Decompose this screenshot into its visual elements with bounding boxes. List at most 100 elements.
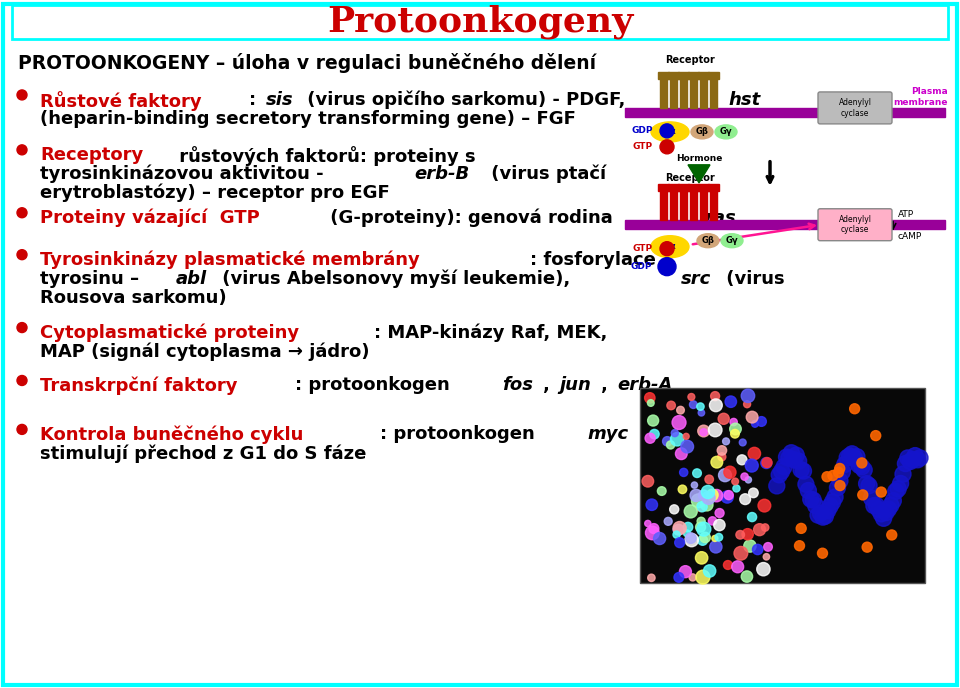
Circle shape [833, 467, 844, 477]
Circle shape [17, 208, 27, 217]
Circle shape [758, 499, 771, 512]
Text: abl: abl [176, 270, 207, 288]
Text: (virus: (virus [720, 270, 785, 288]
Circle shape [909, 452, 925, 468]
Circle shape [753, 544, 763, 555]
Circle shape [680, 469, 687, 477]
Circle shape [791, 453, 806, 469]
Circle shape [898, 455, 913, 471]
Bar [658, 184, 669, 191]
Circle shape [723, 438, 730, 444]
Circle shape [907, 448, 924, 464]
Circle shape [689, 574, 696, 581]
Text: (virus Abelsonovy myší leukemie),: (virus Abelsonovy myší leukemie), [216, 270, 577, 288]
Text: hst: hst [728, 91, 760, 109]
Circle shape [878, 504, 894, 521]
Circle shape [780, 450, 797, 466]
Circle shape [731, 429, 739, 438]
Circle shape [815, 509, 831, 525]
Circle shape [667, 401, 676, 409]
Circle shape [868, 497, 884, 513]
Circle shape [744, 400, 751, 408]
Circle shape [718, 413, 730, 424]
Circle shape [658, 258, 676, 276]
Circle shape [734, 546, 748, 560]
Circle shape [844, 446, 860, 462]
Circle shape [732, 478, 738, 485]
Text: src: src [682, 270, 711, 288]
Circle shape [730, 423, 741, 435]
Circle shape [17, 376, 27, 385]
Circle shape [654, 533, 665, 544]
Circle shape [645, 526, 660, 540]
Circle shape [721, 491, 733, 503]
Ellipse shape [651, 236, 689, 258]
Text: Protoonkogeny: Protoonkogeny [326, 5, 634, 39]
Bar [12, 5, 948, 39]
Circle shape [764, 543, 773, 551]
Circle shape [748, 513, 756, 522]
Circle shape [681, 440, 693, 453]
Circle shape [842, 448, 857, 464]
Circle shape [672, 416, 686, 429]
Text: erb-A: erb-A [617, 376, 673, 394]
Circle shape [771, 467, 787, 483]
Text: (G-proteiny): genová rodina: (G-proteiny): genová rodina [324, 208, 618, 227]
Bar [690, 190, 697, 219]
Circle shape [776, 459, 792, 475]
Circle shape [17, 145, 27, 155]
Bar [708, 72, 719, 79]
Ellipse shape [691, 125, 713, 139]
Circle shape [887, 530, 897, 540]
Circle shape [796, 524, 806, 533]
Text: myb: myb [658, 425, 701, 443]
Circle shape [786, 452, 802, 468]
Text: Gβ: Gβ [696, 127, 708, 136]
Circle shape [642, 475, 654, 487]
Circle shape [678, 485, 686, 493]
Circle shape [732, 561, 744, 572]
Circle shape [742, 528, 754, 540]
Circle shape [912, 450, 928, 466]
Ellipse shape [697, 234, 719, 248]
Circle shape [835, 481, 845, 491]
Circle shape [673, 524, 684, 535]
Bar [698, 184, 709, 191]
Circle shape [745, 459, 758, 472]
Circle shape [676, 448, 687, 460]
Circle shape [741, 571, 753, 582]
Circle shape [693, 469, 702, 477]
Circle shape [858, 475, 875, 492]
Text: Adenylyl
cyclase: Adenylyl cyclase [838, 98, 872, 118]
Text: jun: jun [560, 376, 591, 394]
Circle shape [708, 517, 716, 525]
Bar [660, 190, 667, 219]
Circle shape [17, 323, 27, 332]
Circle shape [739, 439, 746, 446]
Text: GDP: GDP [631, 262, 652, 271]
Circle shape [866, 497, 882, 514]
Circle shape [741, 473, 748, 480]
Circle shape [807, 497, 824, 513]
Circle shape [858, 490, 868, 500]
Text: tyrosinkinázovou aktivitou -: tyrosinkinázovou aktivitou - [40, 165, 330, 183]
Text: Receptor: Receptor [665, 173, 715, 183]
Circle shape [684, 522, 693, 532]
Circle shape [888, 484, 903, 499]
Circle shape [684, 433, 689, 440]
FancyBboxPatch shape [818, 92, 892, 124]
Circle shape [724, 491, 733, 499]
Circle shape [856, 462, 873, 478]
Circle shape [724, 561, 732, 570]
Circle shape [671, 429, 679, 437]
Text: ,: , [640, 425, 654, 443]
Circle shape [684, 505, 697, 518]
Bar [625, 219, 945, 228]
Circle shape [698, 409, 705, 416]
Text: Tyrosinkinázy plasmatické membrány: Tyrosinkinázy plasmatické membrány [40, 250, 420, 269]
Circle shape [711, 456, 723, 468]
Circle shape [805, 492, 821, 508]
Circle shape [829, 480, 846, 496]
Text: (virus ptačí: (virus ptačí [486, 165, 607, 183]
Circle shape [698, 425, 709, 437]
